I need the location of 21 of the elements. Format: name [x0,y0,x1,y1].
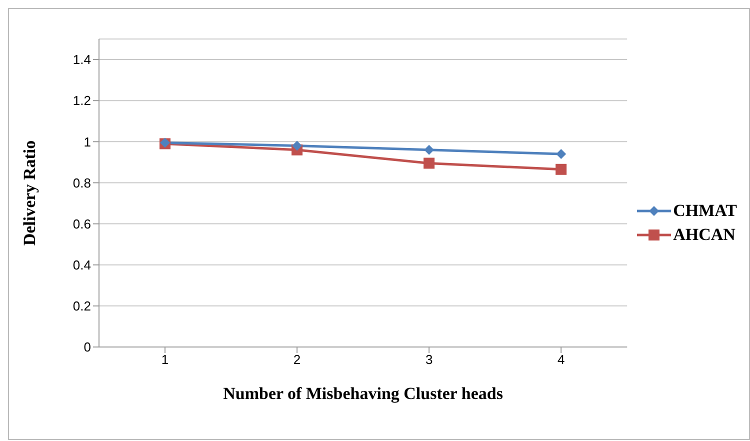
x-tick-label: 4 [557,352,565,368]
legend-label: CHMAT [673,201,737,221]
x-tick-label: 3 [425,352,433,368]
x-axis-title: Number of Misbehaving Cluster heads [223,384,504,403]
y-tick-label: 1.2 [72,93,91,108]
y-tick-label: 0.2 [72,298,91,314]
point [424,144,434,155]
legend-label: AHCAN [673,225,736,245]
y-tick-label: 0.4 [72,257,91,272]
y-tick-label: 0.6 [72,216,91,232]
y-tick-label: 0.8 [72,175,91,190]
x-tick-label: 2 [293,352,301,368]
x-tick-label: 1 [161,352,169,368]
point [292,140,302,151]
y-axis-title: Delivery Ratio [20,140,40,246]
point [556,164,567,175]
point [556,148,566,159]
y-tick-label: 1 [84,134,91,150]
point [424,158,435,169]
y-tick-label: 1.4 [72,52,91,68]
y-tick-label: 0 [84,340,91,355]
